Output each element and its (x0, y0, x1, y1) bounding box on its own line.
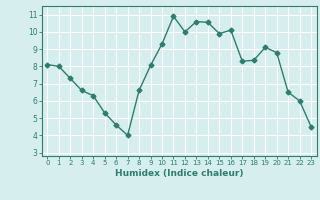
X-axis label: Humidex (Indice chaleur): Humidex (Indice chaleur) (115, 169, 244, 178)
